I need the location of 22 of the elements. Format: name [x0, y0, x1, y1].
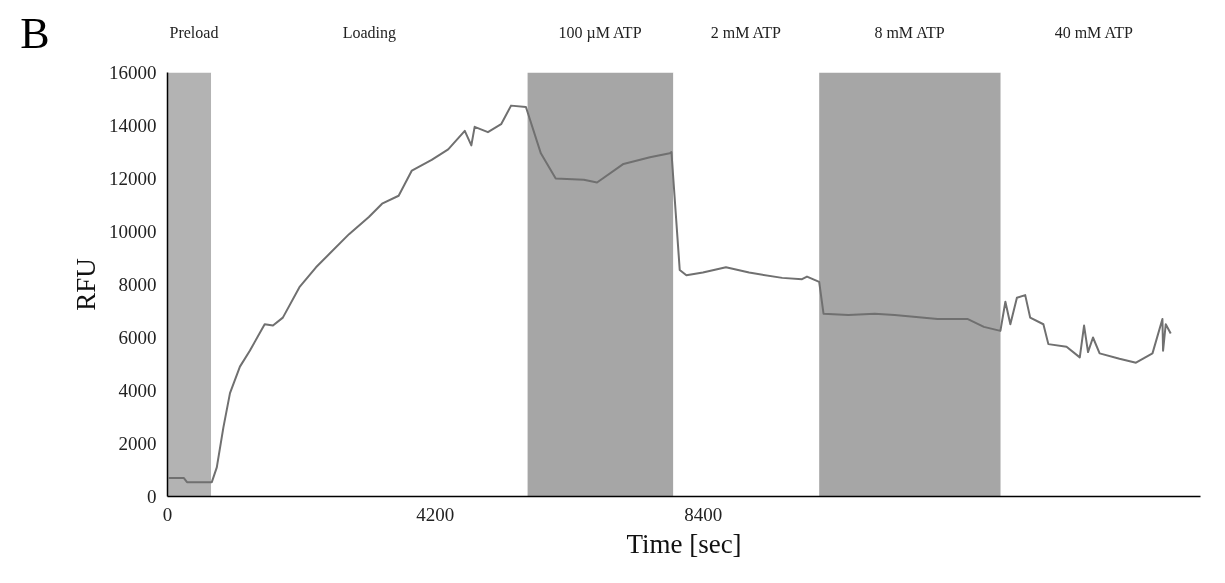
y-axis-title: RFU [71, 258, 101, 311]
y-tick-label: 6000 [118, 327, 157, 348]
y-tick-label: 10000 [109, 221, 157, 242]
band-label: Preload [169, 24, 219, 41]
x-axis-title: Time [sec] [626, 528, 742, 559]
y-tick-label: 8000 [118, 274, 157, 295]
x-tick-label: 4200 [416, 503, 455, 525]
text: B [20, 8, 50, 58]
y-tick-label: 4000 [118, 380, 157, 401]
y-tick-label: 2000 [118, 433, 157, 454]
y-tick-label: 0 [147, 486, 157, 507]
line-series [167, 104, 1172, 484]
band-label: 2 mM ATP [710, 24, 782, 41]
band-label: 100 µM ATP [558, 24, 642, 42]
x-tick-label: 0 [162, 503, 173, 525]
y-tick-label: 16000 [109, 62, 157, 83]
band-label: Loading [342, 24, 397, 42]
y-tick-label: 12000 [109, 168, 157, 189]
x-tick-label: 8400 [684, 503, 723, 525]
band-label: 8 mM ATP [874, 24, 945, 41]
y-tick-label: 14000 [109, 115, 157, 136]
band-label: 40 mM ATP [1054, 24, 1134, 41]
